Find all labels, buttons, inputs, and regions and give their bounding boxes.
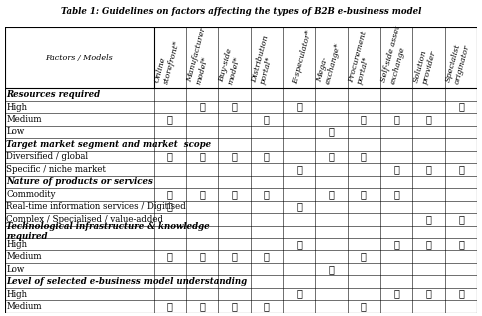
- Text: ✓: ✓: [329, 152, 335, 161]
- Text: Low: Low: [6, 265, 25, 274]
- Text: ✓: ✓: [199, 190, 205, 199]
- Text: ✓: ✓: [296, 202, 302, 211]
- Text: ✓: ✓: [393, 190, 399, 199]
- Text: E-speculator*: E-speculator*: [292, 30, 314, 86]
- Text: Table 1: Guidelines on factors affecting the types of B2B e-business model: Table 1: Guidelines on factors affecting…: [61, 7, 421, 16]
- Text: Solution
provider: Solution provider: [412, 48, 438, 86]
- Text: Procurement
portal*: Procurement portal*: [348, 30, 378, 86]
- Text: Mega-
exchange*: Mega- exchange*: [315, 40, 343, 86]
- Text: ✓: ✓: [458, 103, 464, 112]
- Text: Self-side asset
exchange: Self-side asset exchange: [380, 25, 411, 86]
- Text: ✓: ✓: [264, 152, 270, 161]
- Text: ✓: ✓: [393, 240, 399, 249]
- Text: High: High: [6, 290, 27, 299]
- Text: Specific / niche market: Specific / niche market: [6, 165, 106, 174]
- Text: ✓: ✓: [264, 190, 270, 199]
- Text: ✓: ✓: [426, 290, 431, 299]
- Text: ✓: ✓: [329, 265, 335, 274]
- Text: ✓: ✓: [296, 290, 302, 299]
- Text: ✓: ✓: [167, 302, 173, 311]
- Text: Technological infrastructure & knowledge
required: Technological infrastructure & knowledge…: [6, 222, 210, 241]
- Text: ✓: ✓: [426, 215, 431, 224]
- Text: ✓: ✓: [167, 252, 173, 261]
- Text: ✓: ✓: [296, 103, 302, 112]
- Text: ✓: ✓: [458, 290, 464, 299]
- Text: Target market segment and market  scope: Target market segment and market scope: [6, 140, 212, 149]
- Text: Factors / Models: Factors / Models: [45, 54, 113, 62]
- Text: ✓: ✓: [426, 115, 431, 124]
- Text: ✓: ✓: [329, 127, 335, 137]
- Text: ✓: ✓: [264, 302, 270, 311]
- Text: ✓: ✓: [264, 252, 270, 261]
- Text: Real-time information services / Digitised: Real-time information services / Digitis…: [6, 202, 186, 211]
- Text: Medium: Medium: [6, 302, 42, 311]
- Text: ✓: ✓: [231, 103, 238, 112]
- Text: ✓: ✓: [393, 115, 399, 124]
- Text: ✓: ✓: [361, 190, 367, 199]
- Text: ✓: ✓: [458, 215, 464, 224]
- Text: ✓: ✓: [199, 252, 205, 261]
- Text: ✓: ✓: [329, 190, 335, 199]
- Text: ✓: ✓: [361, 152, 367, 161]
- Text: ✓: ✓: [426, 165, 431, 174]
- Text: Low: Low: [6, 127, 25, 137]
- Text: ✓: ✓: [361, 302, 367, 311]
- Text: ✓: ✓: [264, 115, 270, 124]
- Text: Medium: Medium: [6, 115, 42, 124]
- Text: Specialist
originator: Specialist originator: [444, 42, 471, 86]
- Text: ✓: ✓: [231, 302, 238, 311]
- Text: Medium: Medium: [6, 252, 42, 261]
- Text: ✓: ✓: [199, 103, 205, 112]
- Text: High: High: [6, 240, 27, 249]
- Text: ✓: ✓: [458, 240, 464, 249]
- Text: ✓: ✓: [231, 152, 238, 161]
- Text: Manufacturer
model*: Manufacturer model*: [186, 27, 217, 86]
- Text: ✓: ✓: [361, 115, 367, 124]
- Text: ✓: ✓: [231, 190, 238, 199]
- Text: Resources required: Resources required: [6, 90, 100, 99]
- Text: High: High: [6, 103, 27, 112]
- Text: Level of selected e-business model understanding: Level of selected e-business model under…: [6, 277, 247, 286]
- Text: ✓: ✓: [296, 165, 302, 174]
- Text: ✓: ✓: [458, 165, 464, 174]
- Text: Distribution
portal*: Distribution portal*: [250, 34, 280, 86]
- Text: Complex / Specialised / value-added: Complex / Specialised / value-added: [6, 215, 163, 224]
- Text: ✓: ✓: [426, 240, 431, 249]
- Text: Buy-side
model*: Buy-side model*: [218, 47, 243, 86]
- Text: ✓: ✓: [167, 202, 173, 211]
- Text: ✓: ✓: [167, 190, 173, 199]
- Text: Nature of products or services: Nature of products or services: [6, 177, 153, 186]
- Text: Commodity: Commodity: [6, 190, 56, 199]
- Text: ✓: ✓: [231, 252, 238, 261]
- Text: ✓: ✓: [167, 115, 173, 124]
- Text: ✓: ✓: [361, 252, 367, 261]
- Text: ✓: ✓: [393, 165, 399, 174]
- Text: ✓: ✓: [167, 152, 173, 161]
- Text: Online
storefront*: Online storefront*: [153, 38, 181, 86]
- Text: ✓: ✓: [296, 240, 302, 249]
- Text: ✓: ✓: [393, 290, 399, 299]
- Text: ✓: ✓: [199, 302, 205, 311]
- Text: ✓: ✓: [199, 152, 205, 161]
- Text: Diversified / global: Diversified / global: [6, 152, 88, 161]
